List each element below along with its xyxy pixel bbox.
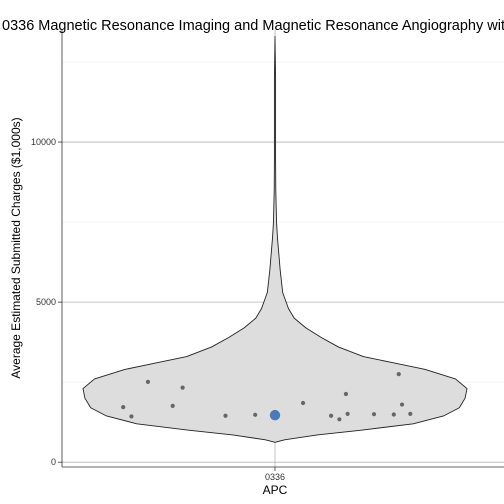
data-point (180, 385, 185, 390)
data-point (145, 379, 151, 384)
violin-shape (82, 35, 468, 443)
data-point (399, 402, 405, 407)
data-point (121, 405, 126, 410)
data-point (371, 412, 377, 417)
y-axis-title: Average Estimated Submitted Charges ($1,… (9, 117, 23, 378)
data-point (329, 413, 334, 418)
data-point (223, 413, 228, 418)
data-point (343, 391, 349, 397)
x-axis-title: APC (263, 483, 288, 497)
axes: 0 5000 10000 0336 (31, 30, 504, 482)
data-point (253, 412, 258, 417)
data-point (337, 417, 342, 422)
chart-title: 0336 Magnetic Resonance Imaging and Magn… (2, 18, 504, 34)
y-tick-label: 10000 (31, 137, 56, 147)
data-point (391, 412, 396, 417)
y-tick-label: 5000 (36, 297, 56, 307)
data-point (408, 411, 413, 416)
x-tick-label: 0336 (265, 472, 285, 482)
median-marker (269, 409, 281, 421)
data-point (396, 372, 401, 377)
data-point (170, 403, 175, 408)
violin-layer (82, 35, 468, 443)
data-point (345, 411, 350, 416)
y-tick-label: 0 (51, 457, 56, 467)
data-point (129, 414, 134, 419)
data-points (121, 372, 413, 422)
data-point (300, 400, 306, 406)
